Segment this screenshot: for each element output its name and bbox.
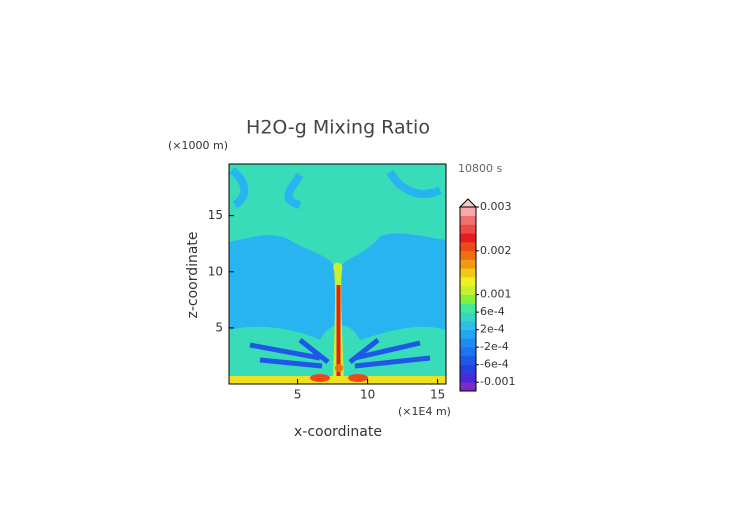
colorbar-segment	[460, 294, 476, 304]
colorbar-segment	[460, 364, 476, 374]
colorbar-segment	[460, 285, 476, 295]
colorbar-segment	[460, 355, 476, 366]
y-unit: (×1000 m)	[168, 139, 228, 152]
colorbar-segment	[460, 329, 476, 339]
colorbar-tick-label: -6e-4	[480, 358, 509, 371]
colorbar-segment	[460, 268, 476, 278]
plume-core	[336, 285, 341, 380]
surface-spot	[310, 374, 330, 382]
colorbar-segment	[460, 373, 476, 383]
x-tick-label: 10	[360, 388, 375, 402]
x-tick-label: 5	[294, 388, 302, 402]
x-tick-label: 15	[430, 388, 445, 402]
colorbar-tick-label: 0.003	[480, 200, 512, 213]
dry-pockets	[229, 166, 442, 209]
y-axis-label: z-coordinate	[185, 231, 201, 318]
dry-rays	[249, 338, 431, 369]
x-axis-label: x-coordinate	[294, 424, 382, 440]
colorbar-segment	[460, 224, 476, 234]
colorbar-segment	[460, 338, 476, 348]
colorbar-segment	[460, 303, 476, 313]
plume-base	[335, 364, 343, 372]
colorbar-segment	[460, 215, 476, 225]
colorbar-segment	[460, 233, 476, 243]
colorbar-segment	[460, 312, 476, 322]
colorbar-segment	[460, 320, 476, 330]
x-unit: (×1E4 m)	[398, 405, 451, 418]
colorbar-segment	[460, 242, 476, 252]
colorbar-tick-label: 6e-4	[480, 305, 505, 318]
y-tick-label: 15	[208, 208, 223, 222]
y-tick-label: 5	[215, 320, 223, 334]
colorbar-over	[458, 198, 478, 208]
colorbar-tick-label: 0.001	[480, 288, 512, 301]
colorbar-frame	[459, 206, 477, 392]
colorbar-tick-label: 2e-4	[480, 323, 505, 336]
colorbar-segment	[460, 207, 476, 217]
colorbar-tick-label: -2e-4	[480, 340, 509, 353]
colorbar-segment	[460, 250, 476, 260]
surface-spot	[348, 374, 368, 382]
colorbar-segment	[460, 382, 476, 392]
colorbar-segment	[460, 259, 476, 269]
colorbar-tick-label: 0.002	[480, 244, 512, 257]
surface-layer	[229, 376, 446, 384]
chart-title: H2O-g Mixing Ratio	[246, 117, 430, 139]
y-tick-label: 10	[208, 264, 223, 278]
colorbar-segment	[460, 277, 476, 287]
contour-field	[228, 163, 447, 385]
colorbar-tick-label: -0.001	[480, 375, 515, 388]
plot-frame	[228, 163, 447, 385]
time-label: 10800 s	[458, 162, 502, 175]
upper-moist-layer	[229, 164, 446, 267]
colorbar-segment	[460, 347, 476, 357]
